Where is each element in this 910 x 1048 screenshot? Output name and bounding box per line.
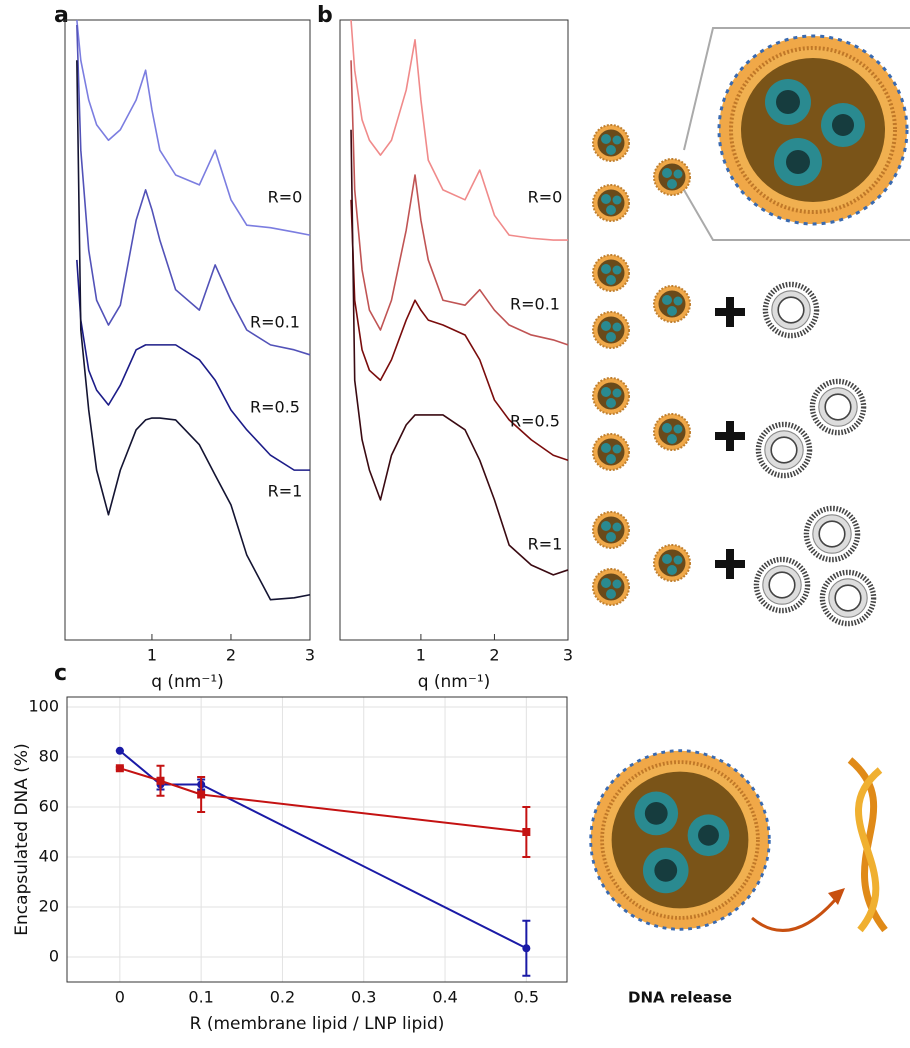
x-tick-label: 1 bbox=[147, 646, 157, 665]
lnp-icon bbox=[592, 433, 630, 471]
data-line bbox=[76, 19, 311, 236]
data-line bbox=[119, 749, 527, 950]
data-line bbox=[350, 19, 568, 241]
marker bbox=[115, 764, 124, 773]
x-axis-label: q (nm⁻¹) bbox=[151, 672, 224, 692]
data-line bbox=[350, 199, 569, 461]
x-tick-label: 0.4 bbox=[432, 988, 457, 1007]
lnp-icon bbox=[653, 158, 691, 196]
x-tick-label: 0.5 bbox=[514, 988, 539, 1007]
lnp-large bbox=[588, 748, 772, 932]
data-line bbox=[119, 767, 527, 833]
x-tick-label: 1 bbox=[416, 646, 426, 665]
marker bbox=[115, 746, 124, 755]
x-tick-label: 0.3 bbox=[351, 988, 376, 1007]
x-axis-label: q (nm⁻¹) bbox=[418, 672, 491, 692]
data-line bbox=[76, 24, 311, 356]
lnp-icon bbox=[592, 254, 630, 292]
data-line bbox=[350, 60, 569, 346]
x-tick-label: 3 bbox=[305, 646, 315, 665]
zoom-line bbox=[683, 189, 910, 241]
curve-label: R=0 bbox=[528, 188, 563, 207]
release-arrow bbox=[751, 898, 837, 932]
dna-strand bbox=[855, 767, 883, 933]
y-tick-label: 100 bbox=[28, 697, 59, 716]
panel-letter: a bbox=[54, 3, 69, 28]
x-axis-label: R (membrane lipid / LNP lipid) bbox=[190, 1014, 445, 1034]
curve-label: R=0.5 bbox=[250, 398, 300, 417]
x-tick-label: 0.1 bbox=[188, 988, 213, 1007]
x-tick-label: 0.2 bbox=[270, 988, 295, 1007]
lnp-icon bbox=[653, 413, 691, 451]
y-tick-label: 80 bbox=[39, 747, 59, 766]
panel-letter: c bbox=[54, 661, 67, 686]
curve-label: R=1 bbox=[528, 535, 563, 554]
plot-frame bbox=[339, 19, 569, 641]
data-line bbox=[76, 259, 310, 471]
curve-label: R=0 bbox=[268, 188, 303, 207]
arrow-head bbox=[828, 888, 845, 905]
illustrations: DNA release bbox=[588, 27, 910, 1007]
lnp-icon bbox=[653, 544, 691, 582]
curve-label: R=0.5 bbox=[510, 412, 560, 431]
y-tick-label: 40 bbox=[39, 847, 59, 866]
lnp-icon bbox=[592, 184, 630, 222]
plus-signs bbox=[715, 297, 745, 579]
marker bbox=[522, 944, 531, 953]
x-tick-label: 2 bbox=[226, 646, 236, 665]
lnp-icon bbox=[653, 285, 691, 323]
plot-frame bbox=[64, 19, 311, 641]
vesicle bbox=[812, 381, 863, 432]
y-tick-label: 0 bbox=[49, 947, 59, 966]
lnp-zoom bbox=[717, 34, 909, 226]
zoom-line bbox=[683, 27, 910, 151]
lnp-icon bbox=[592, 311, 630, 349]
lnp-icon bbox=[592, 568, 630, 606]
curve-label: R=0.1 bbox=[250, 313, 300, 332]
curve-label: R=1 bbox=[268, 482, 303, 501]
marker bbox=[197, 790, 206, 799]
vesicle bbox=[806, 508, 857, 559]
curve-label: R=0.1 bbox=[510, 295, 560, 314]
lnp-icon bbox=[592, 511, 630, 549]
y-tick-label: 60 bbox=[39, 797, 59, 816]
x-tick-label: 2 bbox=[489, 646, 499, 665]
vesicle bbox=[822, 572, 873, 623]
y-tick-label: 20 bbox=[39, 897, 59, 916]
marker bbox=[156, 776, 165, 785]
data-line bbox=[350, 129, 569, 576]
data-line bbox=[76, 60, 311, 601]
y-axis-label: Encapsulated DNA (%) bbox=[12, 743, 32, 935]
lnp-icon bbox=[592, 377, 630, 415]
panel-letter: b bbox=[317, 3, 333, 28]
vesicle bbox=[758, 424, 809, 475]
x-tick-label: 3 bbox=[563, 646, 573, 665]
x-tick-label: 0 bbox=[115, 988, 125, 1007]
release-label: DNA release bbox=[628, 989, 732, 1007]
marker bbox=[522, 828, 531, 836]
lnp-icon bbox=[592, 124, 630, 162]
vesicle bbox=[756, 559, 807, 610]
vesicle bbox=[765, 284, 816, 335]
plot-frame bbox=[66, 696, 568, 983]
